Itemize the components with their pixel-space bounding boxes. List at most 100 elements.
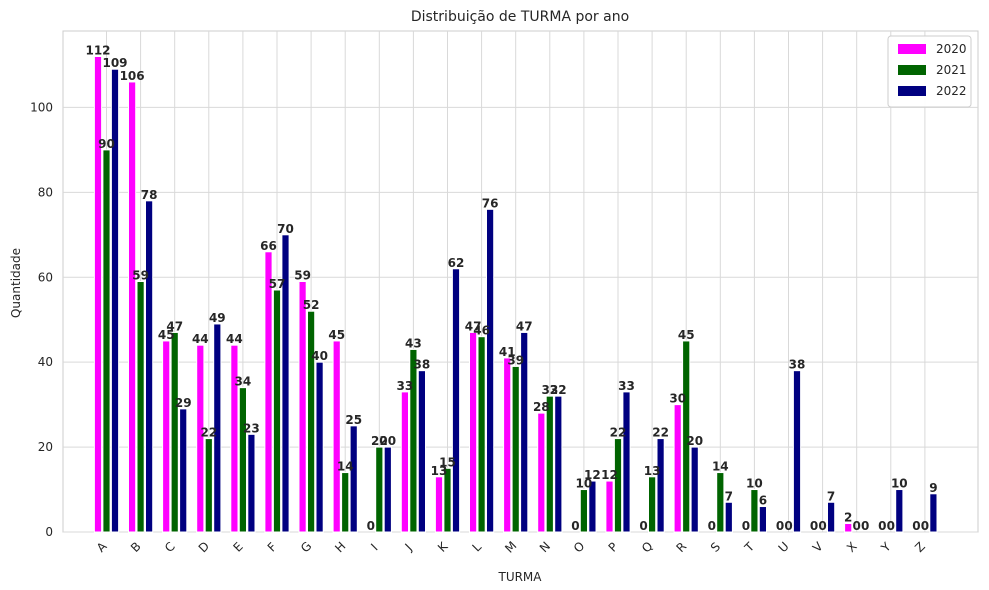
y-tick-label: 60	[38, 270, 53, 284]
x-tick-label: H	[332, 539, 348, 555]
bar	[724, 501, 733, 533]
bar	[238, 387, 248, 533]
bar	[648, 476, 657, 533]
data-label: 43	[405, 336, 422, 350]
bar	[204, 438, 213, 533]
bar	[409, 348, 418, 533]
data-label: 41	[499, 345, 516, 359]
data-label: 57	[269, 277, 286, 291]
data-label: 7	[725, 489, 733, 503]
legend: 2020 2021 2022	[887, 35, 972, 108]
legend-swatch	[898, 44, 926, 54]
data-label: 20	[371, 434, 388, 448]
x-tick-label: J	[402, 541, 415, 554]
x-tick-label: T	[741, 539, 757, 555]
data-label: 14	[712, 460, 729, 474]
x-tick-label: G	[298, 539, 314, 555]
y-tick-labels: 0 20 40 60 80 100	[30, 100, 53, 539]
bar	[170, 331, 179, 533]
data-label: 38	[789, 358, 806, 372]
legend-label: 2020	[936, 42, 967, 56]
bar	[128, 81, 137, 533]
data-label: 20	[379, 434, 396, 448]
bar	[434, 476, 444, 533]
data-label: 45	[158, 328, 175, 342]
y-tick-label: 40	[38, 355, 53, 369]
bar	[469, 331, 478, 533]
x-tick-label: X	[844, 539, 860, 555]
data-label: 47	[166, 319, 183, 333]
data-label: 0	[367, 519, 375, 533]
data-label: 52	[303, 298, 320, 312]
data-label: 32	[550, 383, 567, 397]
bar	[605, 480, 614, 533]
data-label: 22	[652, 426, 669, 440]
data-label: 7	[827, 489, 835, 503]
bar	[230, 344, 239, 533]
bar	[93, 55, 103, 533]
data-label: 45	[678, 328, 695, 342]
data-label: 30	[669, 392, 686, 406]
data-label: 0	[742, 519, 750, 533]
bar	[750, 489, 759, 533]
bar	[213, 323, 222, 533]
y-axis-label: Quantidade	[9, 248, 23, 318]
bar	[145, 200, 154, 533]
data-label: 13	[644, 464, 661, 478]
x-axis-label: TURMA	[497, 570, 542, 584]
bar	[690, 446, 699, 533]
data-label: 44	[192, 332, 209, 346]
data-label: 0	[571, 519, 579, 533]
bar	[511, 365, 520, 533]
data-label: 40	[311, 349, 328, 363]
bar	[247, 433, 256, 533]
legend-swatch	[898, 86, 926, 96]
bar	[588, 480, 597, 533]
data-label: 78	[141, 188, 158, 202]
y-tick-label: 80	[38, 185, 53, 199]
bar	[375, 446, 384, 533]
x-tick-label: E	[230, 540, 245, 555]
data-label: 2	[844, 511, 852, 525]
data-label: 29	[175, 396, 192, 410]
data-label: 0	[639, 519, 647, 533]
bar	[383, 446, 392, 533]
data-label: 12	[601, 468, 618, 482]
data-label: 0	[887, 519, 895, 533]
data-label: 25	[345, 413, 362, 427]
data-label: 90	[98, 137, 115, 151]
bar	[451, 268, 461, 533]
bar	[554, 395, 563, 533]
x-tick-label: P	[606, 540, 621, 555]
data-label: 109	[102, 56, 127, 70]
bar	[417, 370, 426, 533]
bar	[844, 523, 853, 533]
bar	[477, 336, 486, 533]
x-tick-label: B	[128, 539, 144, 555]
data-label: 46	[473, 324, 490, 338]
bar	[622, 391, 631, 533]
y-tick-label: 0	[45, 525, 53, 539]
bar	[349, 425, 358, 533]
data-label: 0	[810, 519, 818, 533]
data-label: 33	[397, 379, 414, 393]
bar	[545, 395, 554, 533]
bar	[400, 391, 409, 533]
x-tick-label: V	[810, 539, 826, 555]
legend-label: 2022	[936, 84, 967, 98]
x-tick-label: D	[196, 539, 212, 555]
data-label: 20	[686, 434, 703, 448]
data-label: 0	[853, 519, 861, 533]
bar	[307, 310, 316, 533]
data-label: 23	[243, 421, 260, 435]
legend-swatch	[898, 65, 926, 75]
x-tick-label: K	[435, 539, 451, 555]
bar	[792, 370, 802, 533]
data-label: 47	[516, 319, 533, 333]
bar	[179, 408, 188, 533]
data-label: 62	[448, 256, 465, 270]
bar	[298, 281, 307, 533]
data-label: 10	[576, 477, 593, 491]
